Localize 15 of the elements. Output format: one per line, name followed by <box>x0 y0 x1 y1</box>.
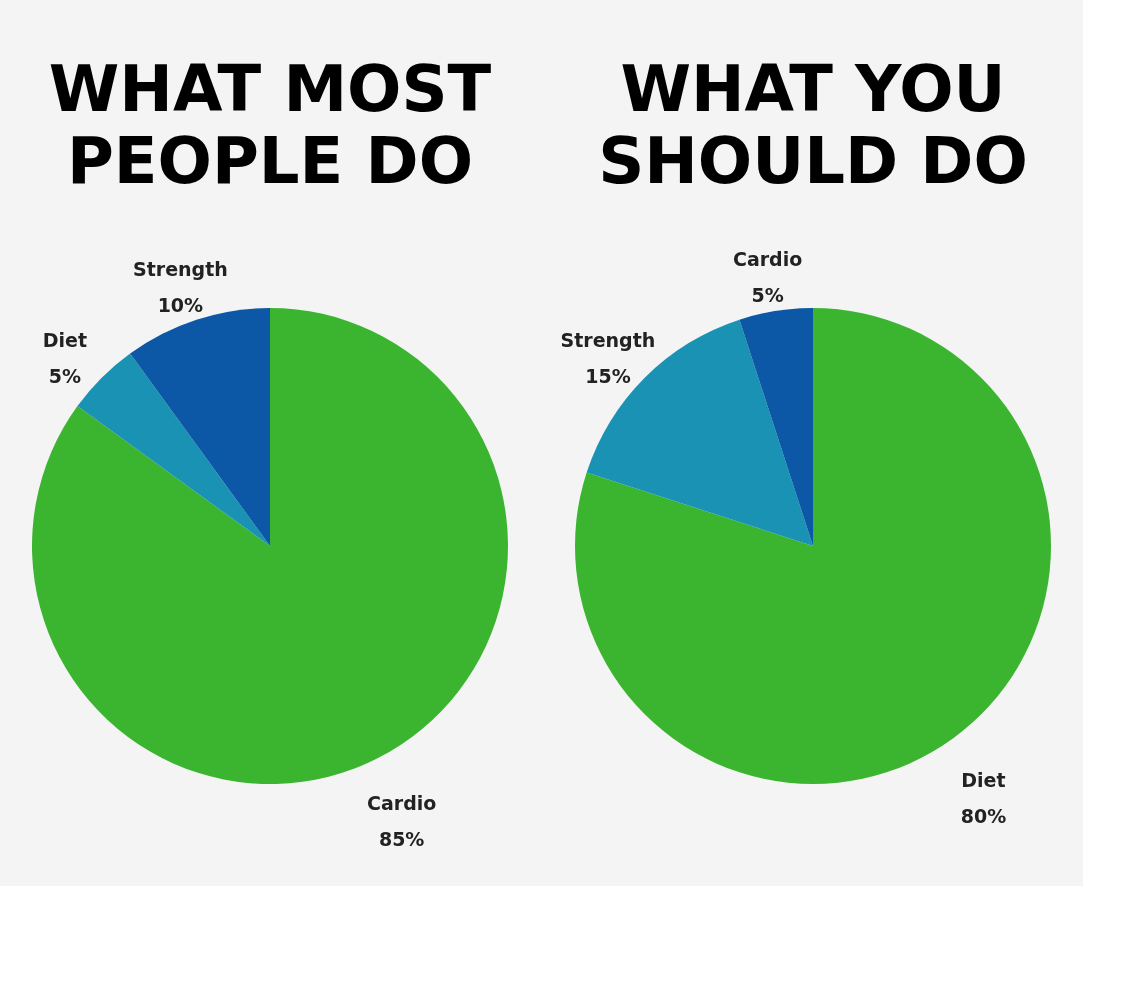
slice-label: Diet <box>42 328 88 351</box>
data-label: 15% <box>585 364 631 387</box>
data-label: 85% <box>378 828 425 851</box>
slice-label: Strength <box>560 328 656 351</box>
chart-title: WHAT YOU SHOULD DO <box>598 52 1028 198</box>
data-label: 80% <box>960 804 1007 827</box>
data-label: 5% <box>751 283 784 306</box>
data-label: 10% <box>157 294 204 317</box>
slice-label: Strength <box>133 258 228 281</box>
pie-slice <box>739 308 813 546</box>
data-label: 5% <box>48 364 82 387</box>
chart-title: WHAT MOST PEOPLE DO <box>48 52 492 198</box>
slice-label: Cardio <box>732 247 803 270</box>
slice-label: Cardio <box>367 792 437 815</box>
slice-label: Diet <box>961 768 1006 791</box>
